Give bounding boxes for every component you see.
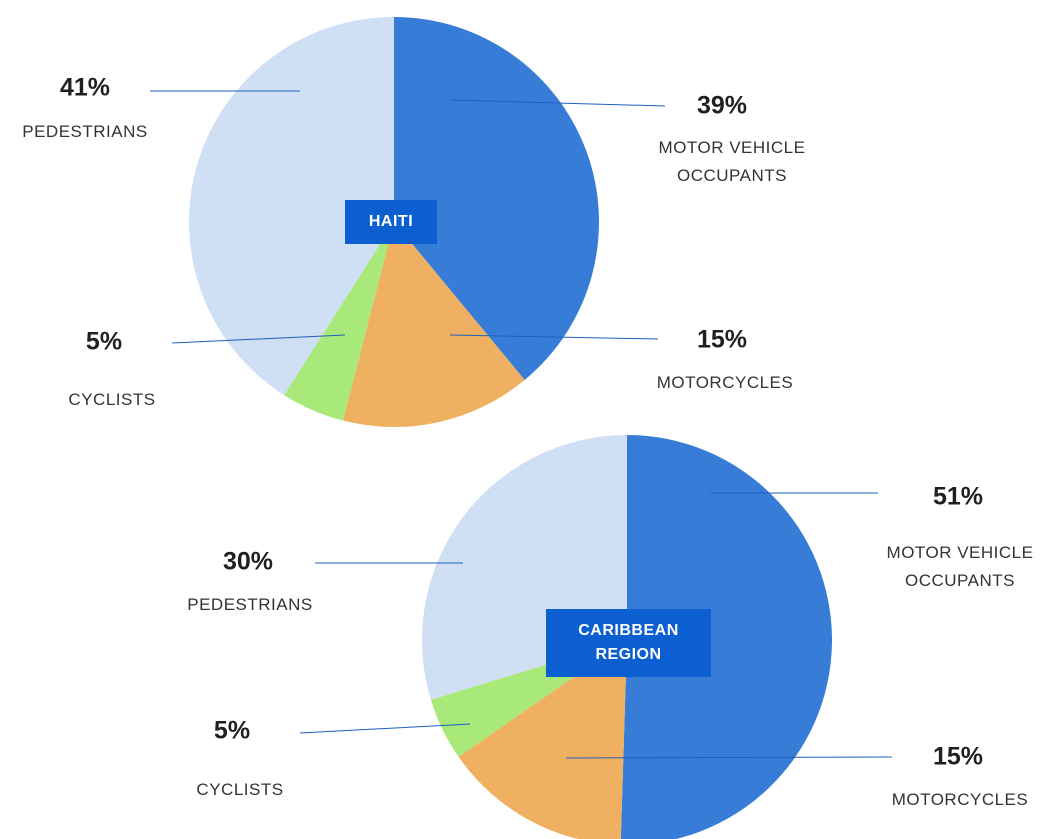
- center-label: CARIBBEAN REGION: [546, 609, 711, 677]
- pie-slice: [620, 435, 832, 839]
- category-label: MOTORCYCLES: [656, 373, 794, 392]
- leader-line: [171, 334, 346, 344]
- value-label: 15%: [696, 325, 748, 354]
- category-label: CYCLISTS: [68, 390, 156, 409]
- value-label: 51%: [932, 482, 984, 511]
- pie-slice: [189, 16, 394, 396]
- value-label: 41%: [59, 73, 111, 102]
- value-label: 30%: [222, 547, 274, 576]
- pie-slice: [458, 640, 627, 839]
- center-label: HAITI: [345, 200, 437, 244]
- leader-line: [449, 334, 659, 340]
- value-label: 39%: [696, 91, 748, 120]
- pie-slice: [343, 222, 525, 427]
- category-label: PEDESTRIANS: [22, 122, 148, 141]
- leader-line: [565, 756, 893, 759]
- category-label: MOTOR VEHICLE OCCUPANTS: [886, 543, 1034, 590]
- leader-line: [299, 723, 471, 734]
- category-label: PEDESTRIANS: [187, 595, 313, 614]
- value-label: 5%: [213, 716, 251, 745]
- pie-slice: [284, 222, 394, 421]
- category-label: MOTOR VEHICLE OCCUPANTS: [658, 138, 806, 185]
- pie-slice: [394, 17, 599, 380]
- category-label: CYCLISTS: [196, 780, 284, 799]
- value-label: 5%: [85, 327, 123, 356]
- leader-line: [449, 99, 666, 107]
- value-label: 15%: [932, 742, 984, 771]
- category-label: MOTORCYCLES: [891, 790, 1029, 809]
